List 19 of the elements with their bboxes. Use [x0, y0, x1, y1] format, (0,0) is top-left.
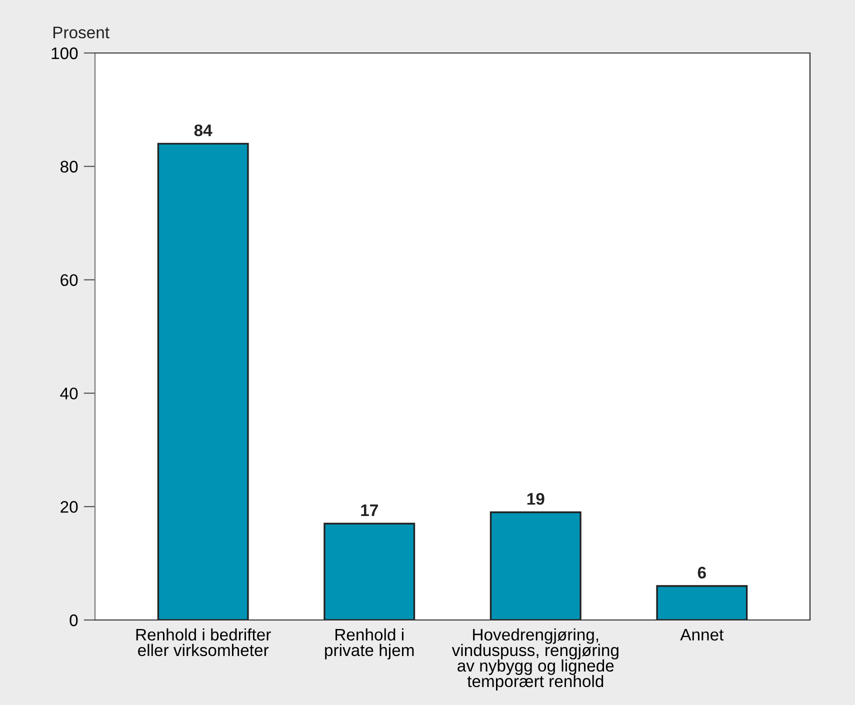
data-label: 17 [361, 504, 378, 516]
y-tick-label: 60 [60, 274, 78, 286]
y-axis-title: Prosent [53, 26, 110, 38]
bar [656, 585, 748, 620]
y-tick-label: 40 [60, 388, 78, 400]
y-tick-label: 20 [60, 501, 78, 513]
y-tick-label: 100 [52, 47, 78, 60]
x-tick-label: Renhold i bedrifter eller virksomheter [136, 628, 271, 656]
x-tick-label: Hovedrengjøring, vinduspuss, rengjøring av nybygg og lignede temporært renhold [452, 628, 618, 690]
data-label: 84 [194, 124, 212, 136]
bar [157, 142, 249, 620]
y-tick-label: 80 [60, 160, 78, 173]
x-tick-label: Annet [680, 628, 724, 641]
bar [324, 522, 416, 620]
data-label: 19 [527, 493, 544, 505]
x-tick-label: Renhold i private hjem [325, 628, 414, 660]
bar [490, 511, 582, 620]
y-tick-label: 0 [70, 614, 78, 626]
data-label: 6 [698, 566, 706, 579]
